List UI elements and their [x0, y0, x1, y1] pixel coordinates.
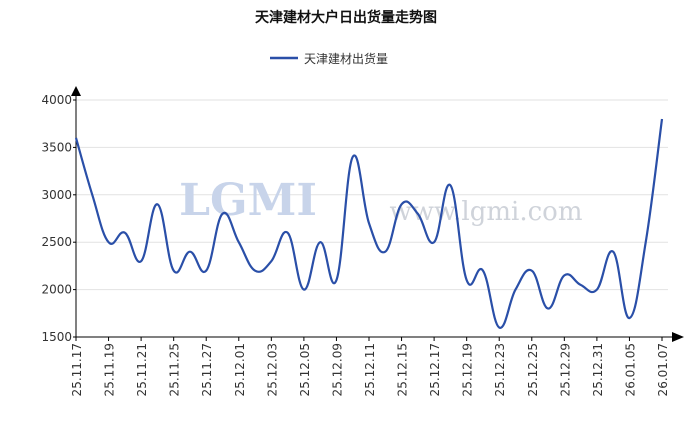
x-tick-label: 25.11.21 [135, 343, 149, 396]
y-tick-label: 3500 [41, 140, 72, 154]
y-tick-label: 2500 [41, 235, 72, 249]
x-tick-label: 25.12.25 [526, 343, 540, 396]
y-tick-label: 3000 [41, 188, 72, 202]
x-tick-label: 25.12.15 [396, 343, 410, 396]
x-tick-label: 26.01.07 [656, 343, 670, 396]
y-tick-label: 2000 [41, 283, 72, 297]
x-tick-label: 25.12.19 [461, 343, 475, 396]
series-line [74, 118, 664, 329]
x-tick-label: 25.12.03 [265, 343, 279, 396]
x-tick-label: 25.12.17 [428, 343, 442, 396]
y-axis-arrow [71, 86, 81, 96]
x-tick-label: 25.11.17 [70, 343, 84, 396]
watermark-logo: LGMI [179, 175, 317, 226]
y-tick-label: 1500 [41, 330, 72, 344]
x-tick-label: 25.11.19 [103, 343, 117, 396]
x-tick-label: 25.12.31 [591, 343, 605, 396]
chart-title: 天津建材大户日出货量走势图 [255, 9, 437, 26]
watermark-url: www.lgmi.com [389, 197, 582, 227]
x-tick-label: 26.01.05 [623, 343, 637, 396]
x-tick-label: 25.12.23 [493, 343, 507, 396]
x-tick-label: 25.12.29 [558, 343, 572, 396]
x-tick-label: 25.11.25 [168, 343, 182, 396]
x-tick-label: 25.12.05 [298, 343, 312, 396]
x-tick-label: 25.12.01 [233, 343, 247, 396]
x-axis-arrow [672, 332, 684, 342]
y-tick-label: 4000 [41, 93, 72, 107]
x-tick-label: 25.12.11 [363, 343, 377, 396]
x-tick-label: 25.12.09 [330, 343, 344, 396]
legend-label: 天津建材出货量 [304, 51, 388, 66]
x-tick-label: 25.11.27 [200, 343, 214, 396]
